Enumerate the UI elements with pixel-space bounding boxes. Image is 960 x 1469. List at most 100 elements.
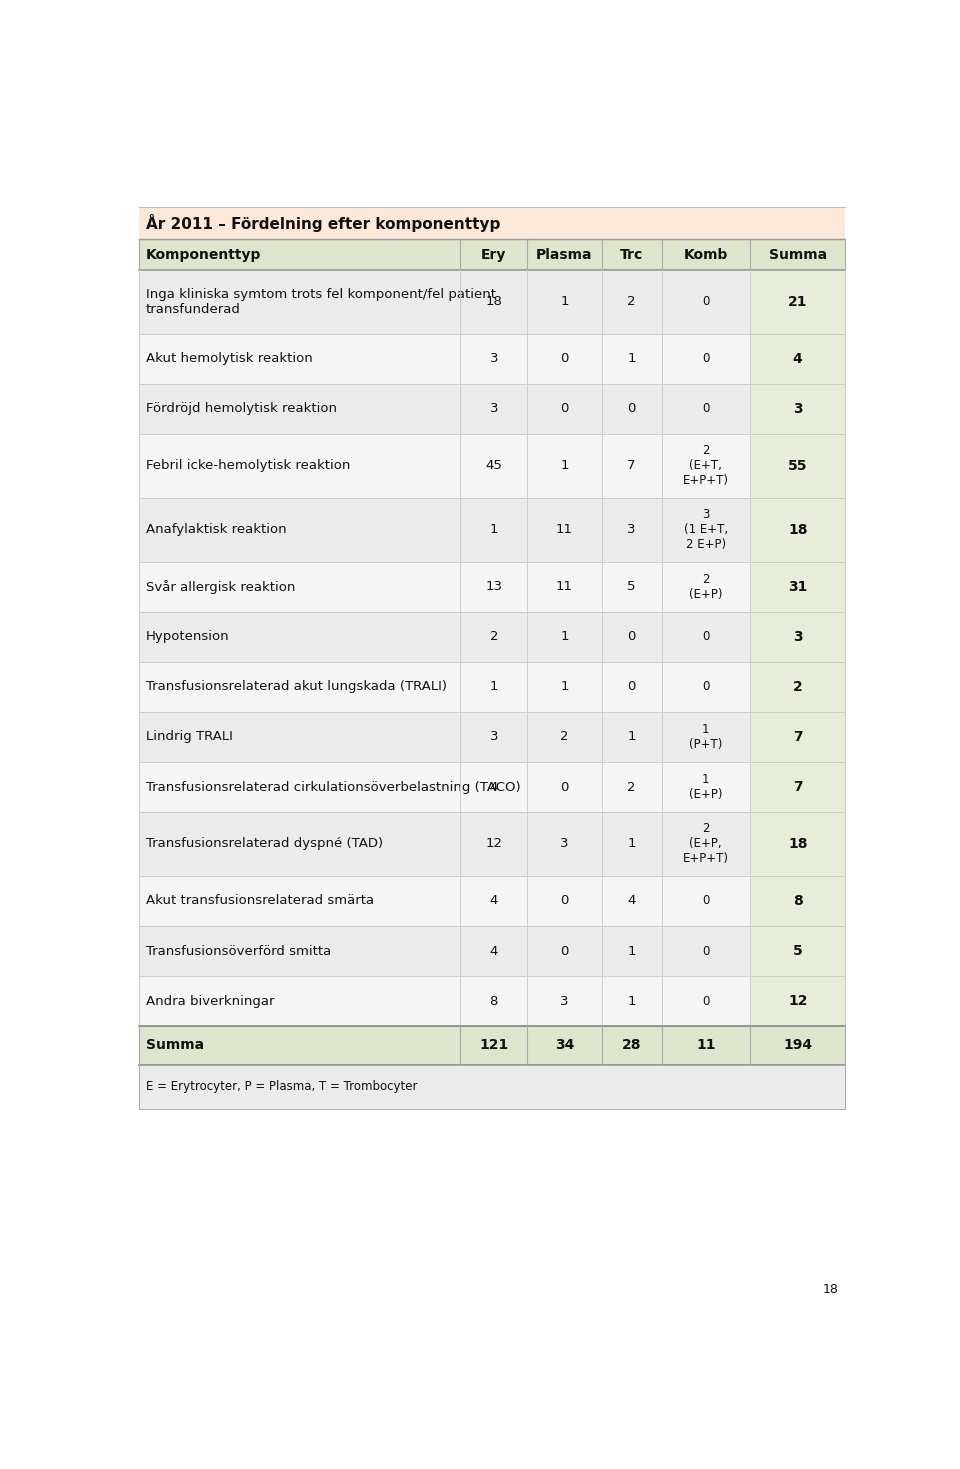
Bar [750,975,846,1027]
Bar [138,207,846,239]
Bar [750,762,846,812]
Text: 0: 0 [628,680,636,693]
Text: 31: 31 [788,580,807,593]
Text: 34: 34 [555,1039,574,1052]
Text: 1: 1 [627,995,636,1008]
Text: 18: 18 [788,523,807,536]
Text: 7: 7 [793,780,803,795]
Bar [138,239,846,270]
Text: 18: 18 [823,1282,838,1296]
Text: Ery: Ery [481,248,507,261]
Text: 0: 0 [628,630,636,643]
Text: 3: 3 [793,403,803,416]
Text: Febril icke-hemolytisk reaktion: Febril icke-hemolytisk reaktion [146,460,350,473]
Bar [138,663,846,712]
Text: 2: 2 [627,295,636,308]
Text: Andra biverkningar: Andra biverkningar [146,995,275,1008]
Text: 21: 21 [788,295,807,308]
Text: 0: 0 [702,403,709,416]
Text: 2: 2 [490,630,498,643]
Text: 0: 0 [702,895,709,908]
Bar [138,975,846,1027]
Text: 0: 0 [561,945,568,958]
Text: 0: 0 [561,353,568,366]
Bar [138,270,846,333]
Text: 3
(1 E+T,
2 E+P): 3 (1 E+T, 2 E+P) [684,508,728,551]
Text: 2: 2 [793,680,803,693]
Text: 11: 11 [696,1039,715,1052]
Bar [750,613,846,663]
Bar [138,1065,846,1109]
Bar [750,712,846,762]
Bar [750,270,846,333]
Bar [138,812,846,876]
Text: 12: 12 [788,995,807,1008]
Bar [750,663,846,712]
Bar [750,498,846,561]
Text: 28: 28 [622,1039,641,1052]
Text: 0: 0 [702,630,709,643]
Text: 8: 8 [490,995,498,1008]
Text: 0: 0 [702,945,709,958]
Text: 4: 4 [490,780,498,793]
Text: Plasma: Plasma [537,248,592,261]
Bar [138,925,846,975]
Text: 1: 1 [561,295,568,308]
Bar [138,613,846,663]
Bar [138,383,846,433]
Text: Summa: Summa [146,1039,204,1052]
Text: Komponenttyp: Komponenttyp [146,248,261,261]
Text: 1: 1 [627,837,636,851]
Text: 4: 4 [793,353,803,366]
Text: 1: 1 [490,523,498,536]
Bar [750,561,846,613]
Text: 11: 11 [556,523,573,536]
Bar [138,333,846,383]
Bar [750,812,846,876]
Text: 194: 194 [783,1039,812,1052]
Text: 2
(E+P): 2 (E+P) [689,573,723,601]
Text: 1
(P+T): 1 (P+T) [689,723,723,751]
Text: 5: 5 [627,580,636,593]
Text: 0: 0 [628,403,636,416]
Text: Svår allergisk reaktion: Svår allergisk reaktion [146,580,296,593]
Text: 18: 18 [788,837,807,851]
Text: 4: 4 [628,895,636,908]
Bar [750,333,846,383]
Text: E = Erytrocyter, P = Plasma, T = Trombocyter: E = Erytrocyter, P = Plasma, T = Tromboc… [146,1080,418,1093]
Text: 8: 8 [793,895,803,908]
Text: Inga kliniska symtom trots fel komponent/fel patient
transfunderad: Inga kliniska symtom trots fel komponent… [146,288,496,316]
Text: 3: 3 [490,730,498,743]
Text: 7: 7 [793,730,803,743]
Text: 18: 18 [486,295,502,308]
Text: 3: 3 [490,403,498,416]
Text: 0: 0 [702,353,709,366]
Text: Transfusionsöverförd smitta: Transfusionsöverförd smitta [146,945,331,958]
Bar [750,433,846,498]
Text: 1: 1 [561,460,568,473]
Text: 13: 13 [485,580,502,593]
Text: 2
(E+P,
E+P+T): 2 (E+P, E+P+T) [683,823,729,865]
Text: Akut transfusionsrelaterad smärta: Akut transfusionsrelaterad smärta [146,895,374,908]
Text: 0: 0 [561,403,568,416]
Bar [750,925,846,975]
Text: Komb: Komb [684,248,728,261]
Text: Transfusionsrelaterad cirkulationsöverbelastning (TACO): Transfusionsrelaterad cirkulationsöverbe… [146,780,520,793]
Text: 1: 1 [561,630,568,643]
Text: 3: 3 [793,630,803,643]
Text: 1: 1 [627,945,636,958]
Text: Lindrig TRALI: Lindrig TRALI [146,730,233,743]
Text: 5: 5 [793,945,803,958]
Text: 0: 0 [561,895,568,908]
Text: 0: 0 [702,295,709,308]
Text: 45: 45 [486,460,502,473]
Text: 2
(E+T,
E+P+T): 2 (E+T, E+P+T) [683,445,729,488]
Text: Transfusionsrelaterad akut lungskada (TRALI): Transfusionsrelaterad akut lungskada (TR… [146,680,447,693]
Text: 0: 0 [561,780,568,793]
Text: 1: 1 [627,730,636,743]
Text: 121: 121 [479,1039,509,1052]
Text: 3: 3 [561,837,568,851]
Bar [138,433,846,498]
Bar [138,712,846,762]
Text: 2: 2 [627,780,636,793]
